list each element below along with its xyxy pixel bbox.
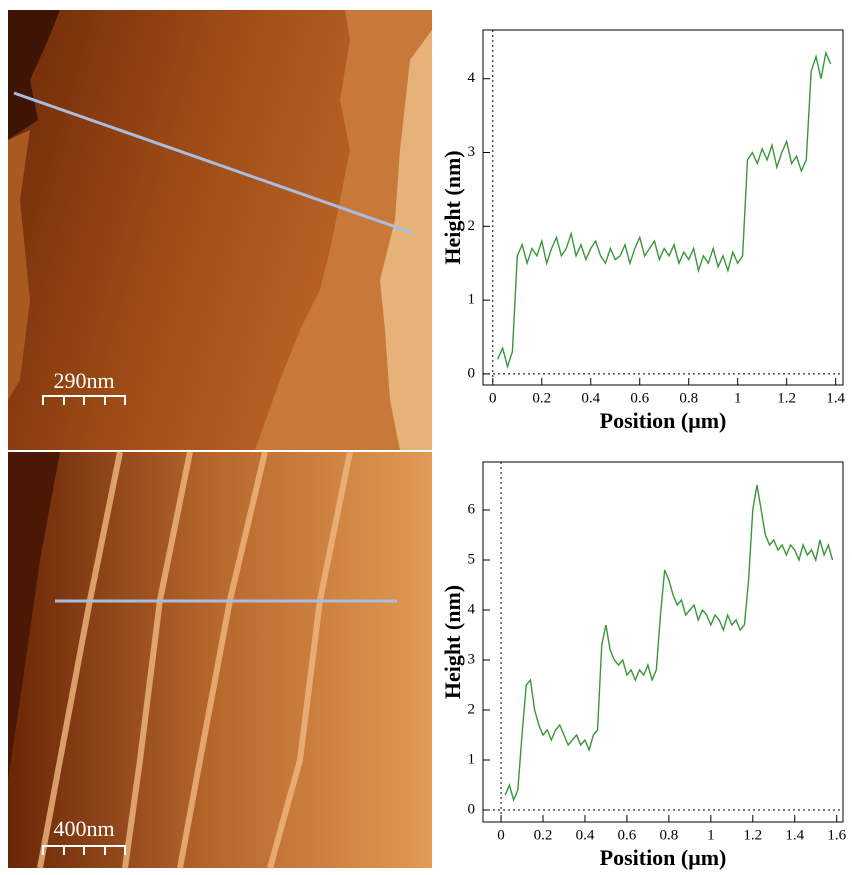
x-tick-label: 1.6 (827, 827, 846, 843)
y-tick-label: 0 (468, 365, 476, 381)
x-tick-label: 0 (497, 827, 505, 843)
y-axis-label: Height (nm) (440, 585, 465, 699)
x-tick-label: 1.4 (785, 827, 804, 843)
y-tick-label: 0 (468, 801, 476, 817)
y-tick-label: 6 (468, 501, 476, 517)
plot-frame (482, 461, 844, 823)
y-tick-label: 1 (468, 751, 476, 767)
x-tick-label: 1.4 (826, 390, 845, 406)
x-tick-label: 0.8 (659, 827, 678, 843)
y-tick-label: 3 (468, 651, 476, 667)
afm-image-bottom: 400nm (8, 451, 432, 869)
y-tick-label: 1 (468, 292, 476, 308)
y-tick-label: 5 (468, 551, 476, 567)
y-tick-label: 4 (468, 70, 476, 86)
height-profile (497, 50, 832, 369)
afm-image-top: 290nm (8, 10, 432, 450)
x-tick-label: 0.2 (532, 390, 551, 406)
x-tick-label: 0.8 (679, 390, 698, 406)
y-tick-label: 3 (468, 144, 476, 160)
plot-frame (482, 29, 844, 386)
x-tick-label: 0.6 (618, 827, 637, 843)
x-tick-label: 0.2 (534, 827, 553, 843)
scale-label: 290nm (53, 368, 114, 393)
x-axis-label: Position (μm) (600, 845, 727, 870)
y-tick-label: 2 (468, 218, 476, 234)
height-profile (504, 484, 834, 803)
y-tick-label: 4 (468, 601, 476, 617)
y-tick-label: 2 (468, 701, 476, 717)
scale-label: 400nm (53, 816, 114, 841)
x-tick-label: 1.2 (743, 827, 762, 843)
x-tick-label: 0 (489, 390, 497, 406)
x-tick-label: 1 (707, 827, 715, 843)
x-axis-label: Position (μm) (600, 408, 727, 433)
x-tick-label: 0.4 (576, 827, 595, 843)
x-tick-label: 1.2 (777, 390, 796, 406)
x-tick-label: 0.4 (581, 390, 600, 406)
x-tick-label: 1 (734, 390, 742, 406)
x-tick-label: 0.6 (630, 390, 649, 406)
y-axis-label: Height (nm) (440, 150, 465, 264)
